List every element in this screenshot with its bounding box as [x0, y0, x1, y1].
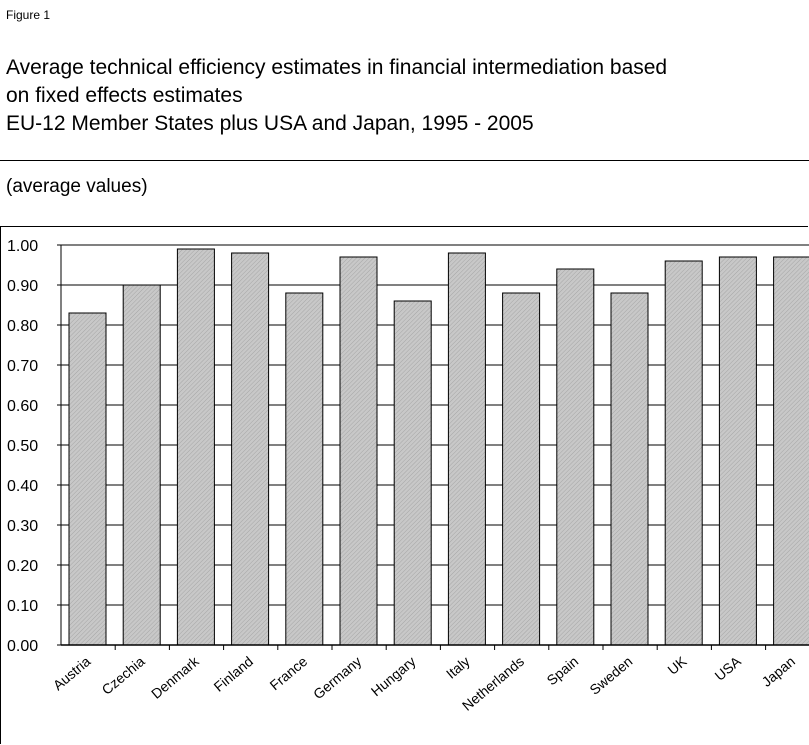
y-tick-label: 0.80 — [7, 318, 38, 335]
bar-sweden — [610, 292, 649, 646]
bar-finland — [231, 252, 270, 646]
bar-france — [285, 292, 324, 646]
x-tick-label: Finland — [211, 653, 256, 695]
bar-italy — [447, 252, 486, 646]
x-tick-label: Czechia — [99, 653, 148, 698]
bar-japan — [773, 256, 809, 646]
figure-label: Figure 1 — [6, 8, 51, 22]
x-tick-label: Spain — [544, 653, 582, 688]
bar-spain — [556, 268, 595, 646]
bar-usa — [718, 256, 757, 646]
y-tick-label: 0.40 — [7, 478, 38, 495]
y-tick-label: 0.00 — [7, 638, 38, 655]
x-tick-label: Italy — [443, 653, 473, 682]
units-note: (average values) — [6, 176, 148, 197]
chart-frame: 0.00 0.10 0.20 0.30 0.40 0.50 0.60 0.70 0.80 0.90… — [0, 226, 809, 744]
x-tick-label: France — [267, 653, 311, 693]
x-tick-label: Austria — [50, 653, 94, 693]
y-tick-label: 0.20 — [7, 558, 38, 575]
y-tick-label: 0.90 — [7, 278, 38, 295]
chart-title-line-1: Average technical efficiency estimates i… — [6, 56, 668, 79]
y-tick-label: 0.50 — [7, 438, 38, 455]
bar-chart: 0.00 0.10 0.20 0.30 0.40 0.50 0.60 0.70 0.80 0.90… — [7, 238, 809, 714]
chart-title: Average technical efficiency estimates i… — [6, 54, 806, 138]
bar-germany — [339, 256, 378, 646]
y-tick-label: 0.70 — [7, 358, 38, 375]
chart-title-line-2: on fixed effects estimates — [6, 84, 243, 107]
x-tick-label: Sweden — [586, 653, 635, 698]
y-tick-label: 0.10 — [7, 598, 38, 615]
x-tick-label: Denmark — [148, 652, 203, 701]
bar-netherlands — [502, 292, 541, 646]
x-tick-label: Japan — [759, 653, 799, 690]
x-tick-label: Hungary — [368, 653, 419, 699]
bar-austria — [68, 312, 107, 646]
x-tick-label: UK — [664, 653, 690, 678]
bar-hungary — [393, 300, 432, 646]
y-tick-label: 0.60 — [7, 398, 38, 415]
bar-denmark — [176, 248, 215, 646]
x-tick-label: Germany — [310, 653, 364, 702]
title-divider — [0, 160, 809, 161]
bar-uk — [664, 260, 703, 646]
y-tick-label: 0.30 — [7, 518, 38, 535]
chart-title-line-3: EU-12 Member States plus USA and Japan, … — [6, 112, 534, 135]
y-tick-label: 1.00 — [7, 238, 38, 255]
bar-czechia — [122, 284, 161, 646]
x-tick-label: USA — [711, 653, 744, 684]
